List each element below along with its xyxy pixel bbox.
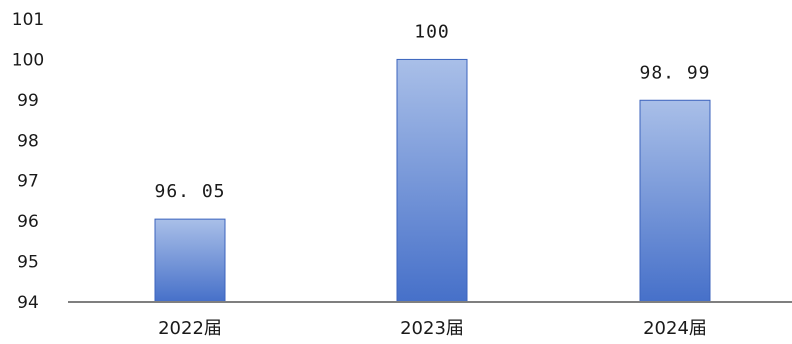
y-tick-label: 99 [17,91,39,111]
y-tick-label: 95 [17,253,39,273]
y-tick-label: 97 [17,172,39,192]
data-labels: 96. 05 100 98. 99 [154,21,710,202]
bar-value-label: 96. 05 [154,181,225,202]
y-tick-label: 98 [17,131,39,151]
bar [154,218,226,303]
bar [639,99,711,303]
x-category-label: 2022届 [158,318,222,339]
y-tick-label: 100 [12,50,44,70]
x-category-label: 2024届 [643,318,707,339]
y-tick-label: 94 [17,293,39,313]
x-axis-category-labels: 2022届 2023届 2024届 [158,318,707,339]
bar [396,58,468,303]
bar-value-label: 98. 99 [639,62,710,83]
y-tick-label: 96 [17,212,39,232]
bar-value-label: 100 [414,21,450,42]
y-tick-label: 101 [12,10,44,30]
bars [154,58,711,303]
x-category-label: 2023届 [400,318,464,339]
y-axis-ticks: 94 95 96 97 98 99 100 101 [12,10,44,313]
